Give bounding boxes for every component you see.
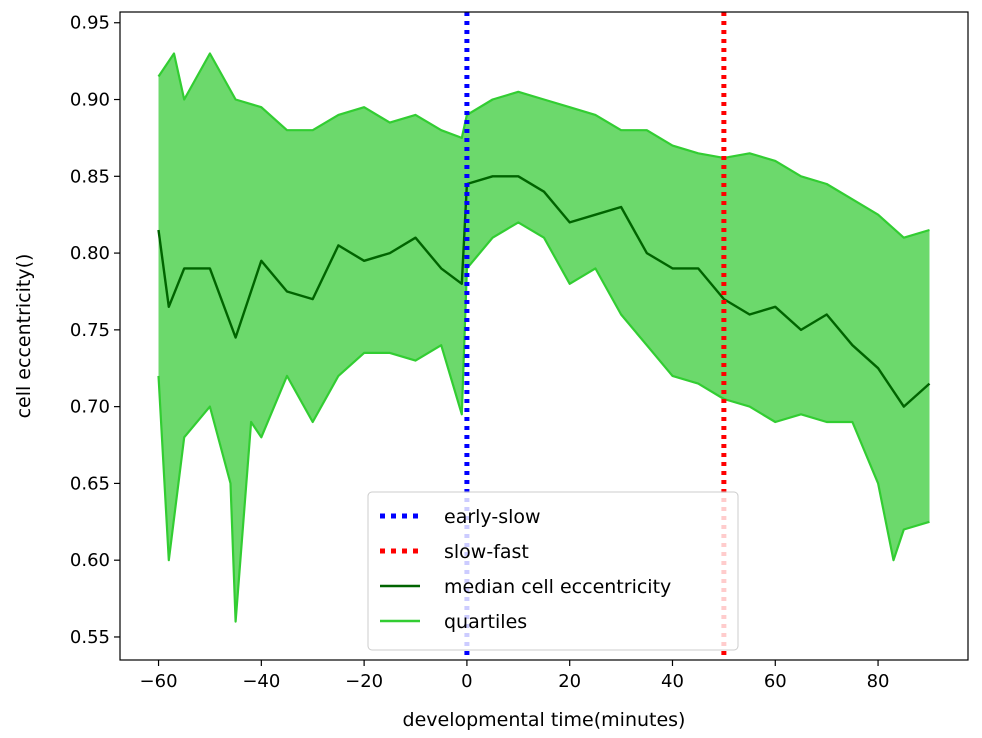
legend-label: quartiles [444,611,527,633]
quartile-band [158,53,930,622]
legend-label: early-slow [444,506,541,528]
x-tick-label: −60 [140,671,178,692]
upper-quartile-line [157,52,930,239]
y-tick-label: 0.90 [70,90,110,111]
x-tick-label: −40 [242,671,280,692]
legend: early-slow slow-fast median cell eccentric… [367,491,739,651]
x-axis: −60 −40 −20 0 20 40 60 80 [140,660,890,692]
legend-label: slow-fast [444,541,529,563]
x-tick-label: 80 [867,671,890,692]
y-tick-label: 0.85 [70,166,110,187]
y-tick-label: 0.80 [70,243,110,264]
x-tick-label: 60 [764,671,787,692]
plot-frame [119,11,969,661]
x-axis-title: developmental time(minutes) [403,709,686,731]
y-tick-label: 0.95 [70,13,110,34]
x-tick-label: −20 [345,671,383,692]
legend-box [367,491,739,651]
y-axis-title: cell eccentricity() [13,254,35,419]
y-tick-label: 0.55 [70,627,110,648]
x-tick-label: 20 [558,671,581,692]
y-tick-label: 0.60 [70,550,110,571]
y-tick-label: 0.65 [70,473,110,494]
y-axis: 0.55 0.60 0.65 0.70 0.75 0.80 0.85 0.90 0.95 [70,13,120,648]
y-tick-label: 0.75 [70,320,110,341]
x-tick-label: 40 [661,671,684,692]
y-tick-label: 0.70 [70,397,110,418]
legend-label: median cell eccentricity [444,576,671,598]
x-tick-label: 0 [461,671,472,692]
lower-quartile-line [157,221,930,623]
median-line [157,175,931,408]
